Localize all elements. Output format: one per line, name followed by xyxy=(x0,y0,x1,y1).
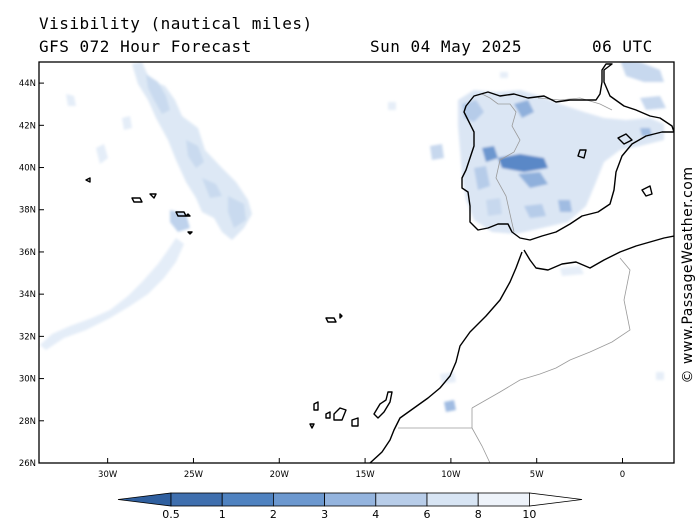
lat-label: 34N xyxy=(19,290,36,300)
lat-label: 42N xyxy=(19,121,36,131)
longitude-axis: 30W 25W 20W 15W 10W 5W 0 xyxy=(98,458,625,480)
legend-label: 4 xyxy=(372,508,379,521)
visibility-shading xyxy=(40,62,666,412)
lon-label: 10W xyxy=(441,470,461,480)
lat-label: 44N xyxy=(19,79,36,89)
legend-label: 2 xyxy=(270,508,277,521)
lat-label: 28N xyxy=(19,417,36,427)
lon-label: 0 xyxy=(620,470,625,480)
lat-label: 36N xyxy=(19,248,36,258)
visibility-legend: 0.5 1 2 3 4 6 8 10 xyxy=(117,492,583,521)
legend-swatch xyxy=(324,492,377,507)
legend-max-arrow xyxy=(529,492,583,507)
legend-swatch xyxy=(375,492,428,507)
legend-label: 10 xyxy=(522,508,536,521)
map-frame xyxy=(38,61,675,464)
lon-label: 30W xyxy=(98,470,118,480)
valid-time: 06 UTC xyxy=(592,37,653,56)
forecast-subtitle: GFS 072 Hour Forecast xyxy=(39,37,252,56)
valid-date: Sun 04 May 2025 xyxy=(370,37,522,56)
legend-label: 6 xyxy=(424,508,431,521)
map-title: Visibility (nautical miles) xyxy=(39,14,313,33)
lat-label: 32N xyxy=(19,332,36,342)
legend-swatch xyxy=(426,492,479,507)
national-borders xyxy=(398,93,631,463)
legend-min-arrow xyxy=(117,492,172,507)
legend-swatch xyxy=(170,492,223,507)
legend-label: 1 xyxy=(219,508,226,521)
lon-label: 20W xyxy=(270,470,290,480)
coastlines xyxy=(85,63,674,463)
latitude-axis: 44N 42N 40N 38N 36N 34N 32N 30N 28N 26N xyxy=(19,79,44,469)
legend-label: 3 xyxy=(321,508,328,521)
lon-label: 15W xyxy=(355,470,375,480)
lat-label: 40N xyxy=(19,164,36,174)
lat-label: 26N xyxy=(19,459,36,469)
lat-label: 30N xyxy=(19,375,36,385)
legend-swatch xyxy=(272,492,325,507)
lon-label: 25W xyxy=(184,470,204,480)
legend-swatch xyxy=(221,492,274,507)
copyright-watermark: © www.PassageWeather.com xyxy=(680,166,696,384)
lat-label: 38N xyxy=(19,206,36,216)
lon-label: 5W xyxy=(530,470,544,480)
legend-swatch xyxy=(477,492,530,507)
legend-label: 0.5 xyxy=(162,508,180,521)
legend-label: 8 xyxy=(475,508,482,521)
